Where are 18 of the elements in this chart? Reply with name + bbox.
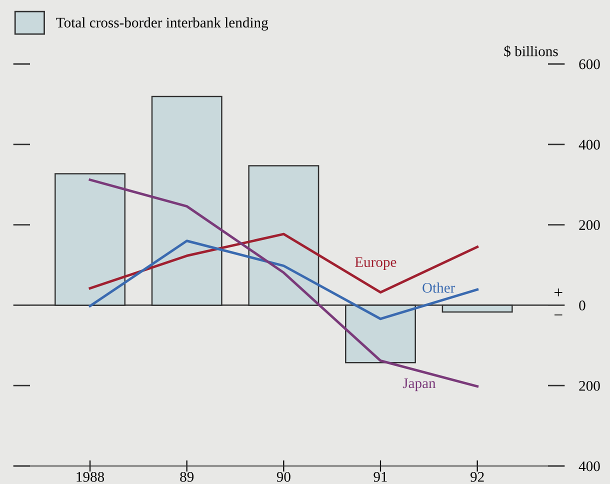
series-label: Other [422,282,456,293]
text: + [554,288,562,296]
y-tick-label: 600 [579,59,600,70]
x-tick-label: 91 [374,472,387,482]
y-tick-label: 0 [579,300,586,310]
y-axis-title: $ billions [504,46,558,58]
series-label: Japan [402,378,436,392]
x-tick-label: 1988 [76,472,104,482]
y-tick-label: 400 [578,461,600,472]
y-tick-label: 200 [579,220,600,230]
x-tick-label: 92 [470,472,484,482]
text: − [554,314,562,316]
series-label: Europe [355,257,396,270]
x-tick-label: 89 [180,472,194,482]
y-tick-label: 200 [579,380,600,391]
legend-label: Total cross-border interbank lending [56,17,268,31]
y-tick-label: 400 [578,140,600,150]
x-tick-label: 90 [276,472,290,482]
